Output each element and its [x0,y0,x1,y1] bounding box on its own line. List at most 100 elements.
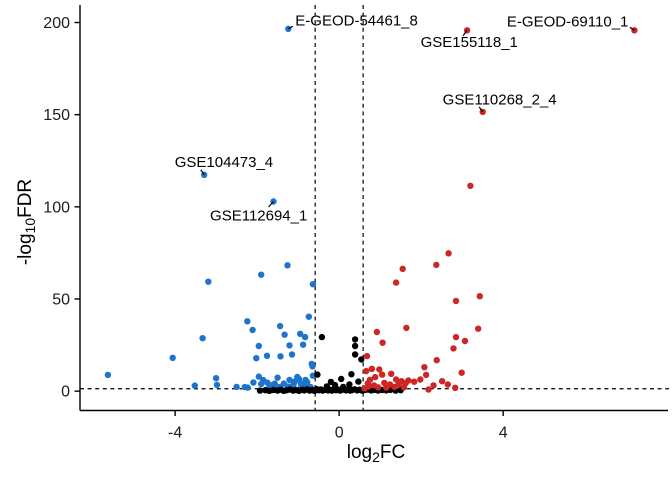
annotation-label: E-GEOD-54461_8 [295,12,418,29]
data-point-down-significant [169,354,176,361]
data-point-down-significant [288,351,296,358]
x-tick-label: 4 [499,425,508,442]
data-point-up-significant [433,261,440,269]
data-point-not-significant [338,375,345,383]
x-axis-title: log2FC [347,442,405,465]
data-point-down-significant [244,384,251,391]
data-point-down-significant [205,278,212,285]
annotation-label: GSE155118_1 [421,34,518,51]
y-axis-title: -log10FDR [15,179,38,265]
data-point-up-significant [438,378,446,385]
data-point-up-significant [433,357,440,364]
data-point-up-significant [476,293,483,300]
data-point-down-significant [255,373,262,380]
annotation-leader [629,26,635,31]
data-point-up-significant [450,345,457,352]
data-point-up-significant [399,265,406,272]
annotation-label: GSE112694_1 [210,207,307,224]
y-tick-label: 100 [43,199,70,216]
data-point-up-significant [400,384,408,391]
data-point-not-significant [351,351,359,358]
data-point-down-significant [301,333,309,341]
data-point-not-significant [351,342,359,350]
data-point-up-significant [444,381,451,388]
data-point-up-significant [373,328,381,336]
data-point-down-significant [199,335,206,342]
data-point-down-significant [299,341,307,348]
data-point-up-significant [391,383,398,391]
data-point-up-significant [422,371,430,379]
data-point-down-significant [201,171,208,178]
data-point-up-significant [417,376,424,383]
y-tick-label: 200 [43,15,70,32]
data-point-down-significant [255,342,262,350]
data-point-up-significant [467,182,474,189]
data-point-not-significant [346,381,353,388]
data-point-up-significant [421,364,428,371]
data-point-down-significant [281,331,288,338]
data-point-not-significant [318,333,326,341]
data-point-down-significant [284,262,291,269]
data-point-not-significant [358,356,365,363]
data-point-up-significant [361,385,368,392]
x-tick-label: 0 [335,425,344,442]
data-point-up-significant [461,337,469,345]
data-point-down-significant [286,376,293,384]
annotation-leader [288,25,294,30]
data-point-up-significant [363,367,370,375]
data-point-up-significant [374,384,382,391]
data-point-down-significant [249,326,256,334]
data-point-down-significant [253,355,260,362]
data-point-up-significant [475,325,482,332]
data-point-down-significant [276,322,284,330]
data-point-not-significant [256,387,264,394]
data-point-up-significant [363,352,371,360]
data-point-up-significant [383,384,390,391]
annotation-label: E-GEOD-69110_1 [507,13,628,30]
data-point-down-significant [212,375,220,382]
data-point-down-significant [191,382,198,389]
data-point-up-significant [430,382,437,389]
data-point-down-significant [285,25,292,32]
annotation-leader [478,106,484,113]
data-point-up-significant [411,378,418,385]
y-tick-label: 0 [61,384,70,401]
data-point-up-significant [403,324,410,332]
annotation-label: GSE110268_2_4 [443,91,557,108]
data-point-up-significant [452,384,459,391]
data-point-down-significant [258,380,265,388]
data-point-up-significant [379,371,386,378]
data-point-up-significant [452,297,460,305]
data-point-down-significant [258,271,265,278]
data-point-not-significant [314,371,321,378]
data-point-up-significant [372,373,379,381]
data-point-down-significant [263,352,271,359]
data-point-down-significant [309,363,316,370]
data-point-up-significant [458,369,465,376]
data-point-down-significant [233,383,240,391]
data-point-down-significant [250,379,257,386]
data-point-up-significant [452,333,460,341]
x-tick-label: -4 [168,425,182,442]
data-point-down-significant [104,371,112,379]
data-point-not-significant [351,336,359,343]
annotation-leader [200,169,205,176]
data-point-not-significant [348,371,355,378]
y-tick-label: 150 [43,107,70,124]
data-point-up-significant [392,376,400,383]
annotation-leader [268,201,274,208]
data-point-up-significant [379,339,386,346]
data-point-down-significant [297,330,304,337]
data-point-not-significant [355,378,362,385]
data-point-up-significant [388,370,395,377]
data-point-down-significant [305,313,312,320]
data-point-down-significant [213,381,221,389]
data-point-up-significant [445,250,452,257]
y-tick-label: 50 [52,291,70,308]
data-point-down-significant [274,374,281,381]
annotation-label: GSE104473_4 [175,154,273,171]
data-point-up-significant [425,386,432,393]
data-point-down-significant [309,281,317,288]
